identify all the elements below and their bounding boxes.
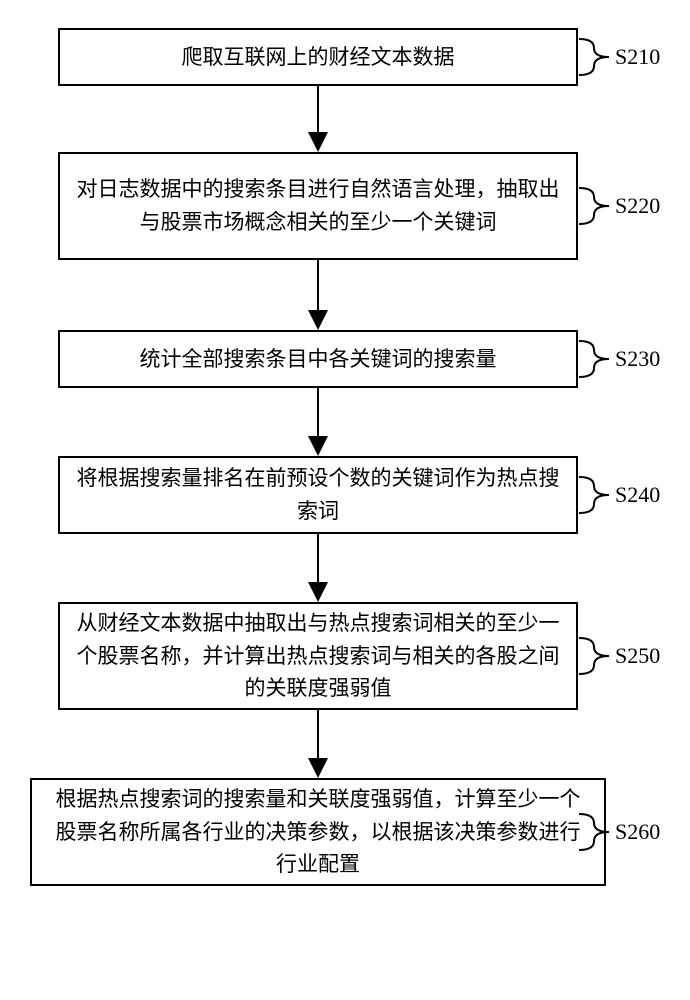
step-label-s210: S210 — [615, 44, 660, 70]
step-label-s240: S240 — [615, 482, 660, 508]
step-label-s220: S220 — [615, 193, 660, 219]
flow-node-text: 根据热点搜索词的搜索量和关联度强弱值，计算至少一个股票名称所属各行业的决策参数，… — [46, 783, 590, 881]
flow-node-s260: 根据热点搜索词的搜索量和关联度强弱值，计算至少一个股票名称所属各行业的决策参数，… — [30, 778, 606, 886]
flow-node-s250: 从财经文本数据中抽取出与热点搜索词相关的至少一个股票名称，并计算出热点搜索词与相… — [58, 602, 578, 710]
flow-node-s230: 统计全部搜索条目中各关键词的搜索量 — [58, 330, 578, 388]
flow-node-s220: 对日志数据中的搜索条目进行自然语言处理，抽取出与股票市场概念相关的至少一个关键词 — [58, 152, 578, 260]
flow-node-text: 将根据搜索量排名在前预设个数的关键词作为热点搜索词 — [74, 462, 562, 527]
step-label-s230: S230 — [615, 346, 660, 372]
flow-node-s210: 爬取互联网上的财经文本数据 — [58, 28, 578, 86]
step-label-s250: S250 — [615, 643, 660, 669]
step-label-s260: S260 — [615, 819, 660, 845]
flow-node-text: 从财经文本数据中抽取出与热点搜索词相关的至少一个股票名称，并计算出热点搜索词与相… — [74, 607, 562, 705]
flow-node-text: 统计全部搜索条目中各关键词的搜索量 — [140, 343, 497, 376]
flow-node-text: 对日志数据中的搜索条目进行自然语言处理，抽取出与股票市场概念相关的至少一个关键词 — [74, 173, 562, 238]
flow-node-s240: 将根据搜索量排名在前预设个数的关键词作为热点搜索词 — [58, 456, 578, 534]
flowchart-canvas: 爬取互联网上的财经文本数据 S210 对日志数据中的搜索条目进行自然语言处理，抽取出… — [0, 0, 690, 1000]
flow-node-text: 爬取互联网上的财经文本数据 — [182, 41, 455, 74]
